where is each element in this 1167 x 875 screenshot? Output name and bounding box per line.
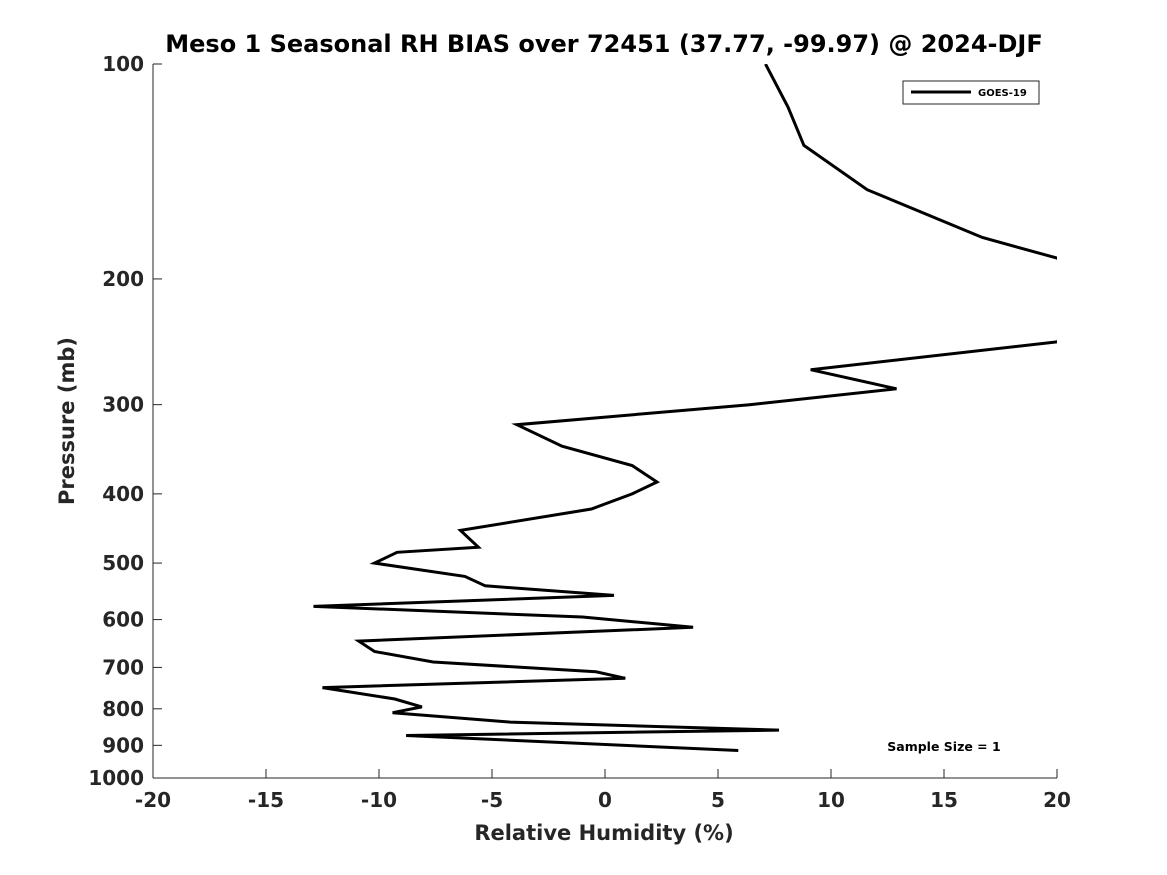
y-axis-label: Pressure (mb) — [55, 337, 79, 505]
x-tick-label: 10 — [817, 788, 845, 812]
x-axis: -20 -15 -10 -5 0 5 10 15 20 — [135, 769, 1071, 812]
y-tick-label: 300 — [102, 393, 144, 417]
plot-area — [153, 64, 1057, 778]
y-tick-label: 600 — [102, 608, 144, 632]
y-tick-label: 1000 — [88, 766, 144, 790]
series-layer — [313, 64, 1057, 752]
y-tick-label: 100 — [102, 52, 144, 76]
x-tick-label: 0 — [598, 788, 612, 812]
y-tick-label: 800 — [102, 697, 144, 721]
y-tick-label: 200 — [102, 267, 144, 291]
x-tick-label: 15 — [930, 788, 958, 812]
x-tick-label: 20 — [1043, 788, 1071, 812]
legend: GOES-19 — [902, 80, 1040, 105]
x-tick-label: -15 — [248, 788, 284, 812]
chart-title: Meso 1 Seasonal RH BIAS over 72451 (37.7… — [165, 30, 1042, 58]
y-tick-label: 900 — [102, 733, 144, 757]
sample-size-annotation: Sample Size = 1 — [887, 739, 1000, 754]
series-line-goes-19 — [313, 64, 1057, 752]
x-tick-label: -20 — [135, 788, 171, 812]
y-axis: 100 200 300 400 500 600 700 800 900 1000 — [88, 52, 162, 790]
legend-label-goes-19: GOES-19 — [978, 88, 1027, 99]
y-tick-label: 500 — [102, 551, 144, 575]
x-tick-label: 5 — [711, 788, 725, 812]
x-tick-label: -10 — [361, 788, 397, 812]
y-tick-label: 400 — [102, 482, 144, 506]
x-tick-label: -5 — [481, 788, 503, 812]
y-tick-label: 700 — [102, 655, 144, 679]
x-axis-label: Relative Humidity (%) — [474, 821, 733, 845]
